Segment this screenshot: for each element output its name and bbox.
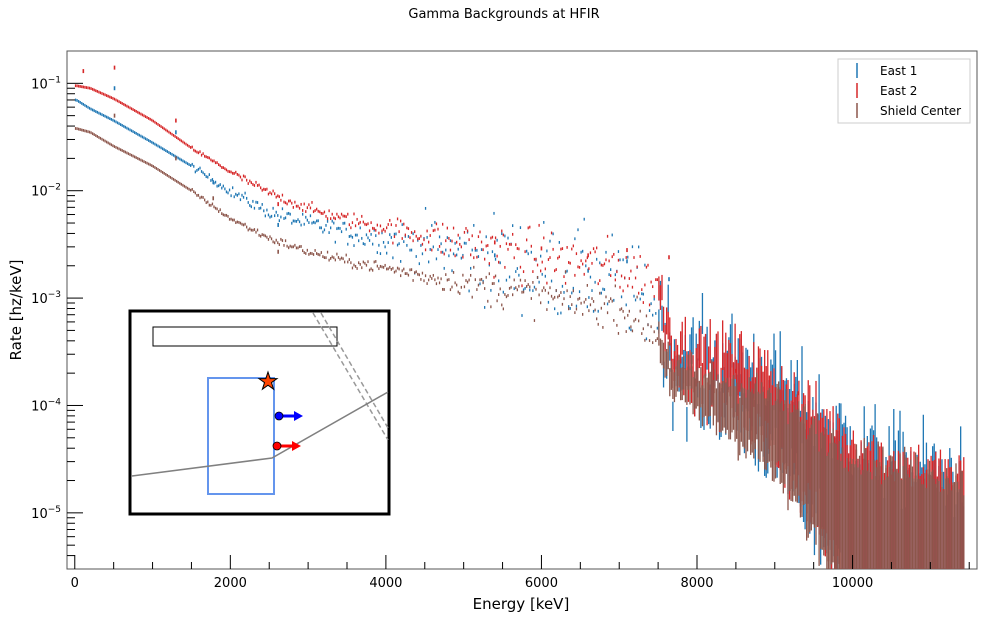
inset-dashed-line-2 xyxy=(320,312,389,429)
inset-point-upper xyxy=(274,411,284,421)
y-tick-label: 10−4 xyxy=(31,397,61,414)
x-axis-label: Energy [keV] xyxy=(473,595,570,613)
inset-frame xyxy=(128,309,391,516)
inset-wall-line xyxy=(131,391,389,477)
x-tick-label: 10000 xyxy=(832,576,873,591)
legend-label-east-2: East 2 xyxy=(880,84,917,98)
x-tick-label: 0 xyxy=(71,576,79,591)
x-tick-label: 4000 xyxy=(369,576,402,591)
x-tick-label: 8000 xyxy=(680,576,713,591)
chart-title: Gamma Backgrounds at HFIR xyxy=(408,7,599,22)
inset-top-bar xyxy=(152,326,338,347)
legend: East 1 East 2 Shield Center xyxy=(837,58,971,124)
x-tick-label: 6000 xyxy=(525,576,558,591)
inset-arrow-upper-head xyxy=(294,411,303,421)
data-layer xyxy=(74,65,965,569)
y-axis-label: Rate [hz/keV] xyxy=(7,260,25,361)
legend-label-east-1: East 1 xyxy=(880,64,917,78)
y-tick-label: 10−3 xyxy=(31,290,61,307)
inset-arrow-lower-head xyxy=(292,441,301,451)
inset-detector-box xyxy=(207,377,275,495)
x-tick-label: 2000 xyxy=(214,576,247,591)
legend-label-shield-center: Shield Center xyxy=(880,104,961,118)
inset-diagram xyxy=(128,309,391,516)
y-tick-label: 10−1 xyxy=(31,75,61,92)
y-tick-label: 10−5 xyxy=(31,505,61,522)
y-tick-label: 10−2 xyxy=(31,183,61,200)
inset-point-lower xyxy=(272,441,282,451)
axis-layer: 0 2000 4000 6000 8000 10000 10−5 10−4 10−3 10−2 10… xyxy=(31,75,970,591)
series-shield-center xyxy=(74,113,965,569)
inset-dashed-line-1 xyxy=(312,312,389,441)
inset-star-icon xyxy=(257,370,279,391)
legend-box xyxy=(837,58,971,124)
